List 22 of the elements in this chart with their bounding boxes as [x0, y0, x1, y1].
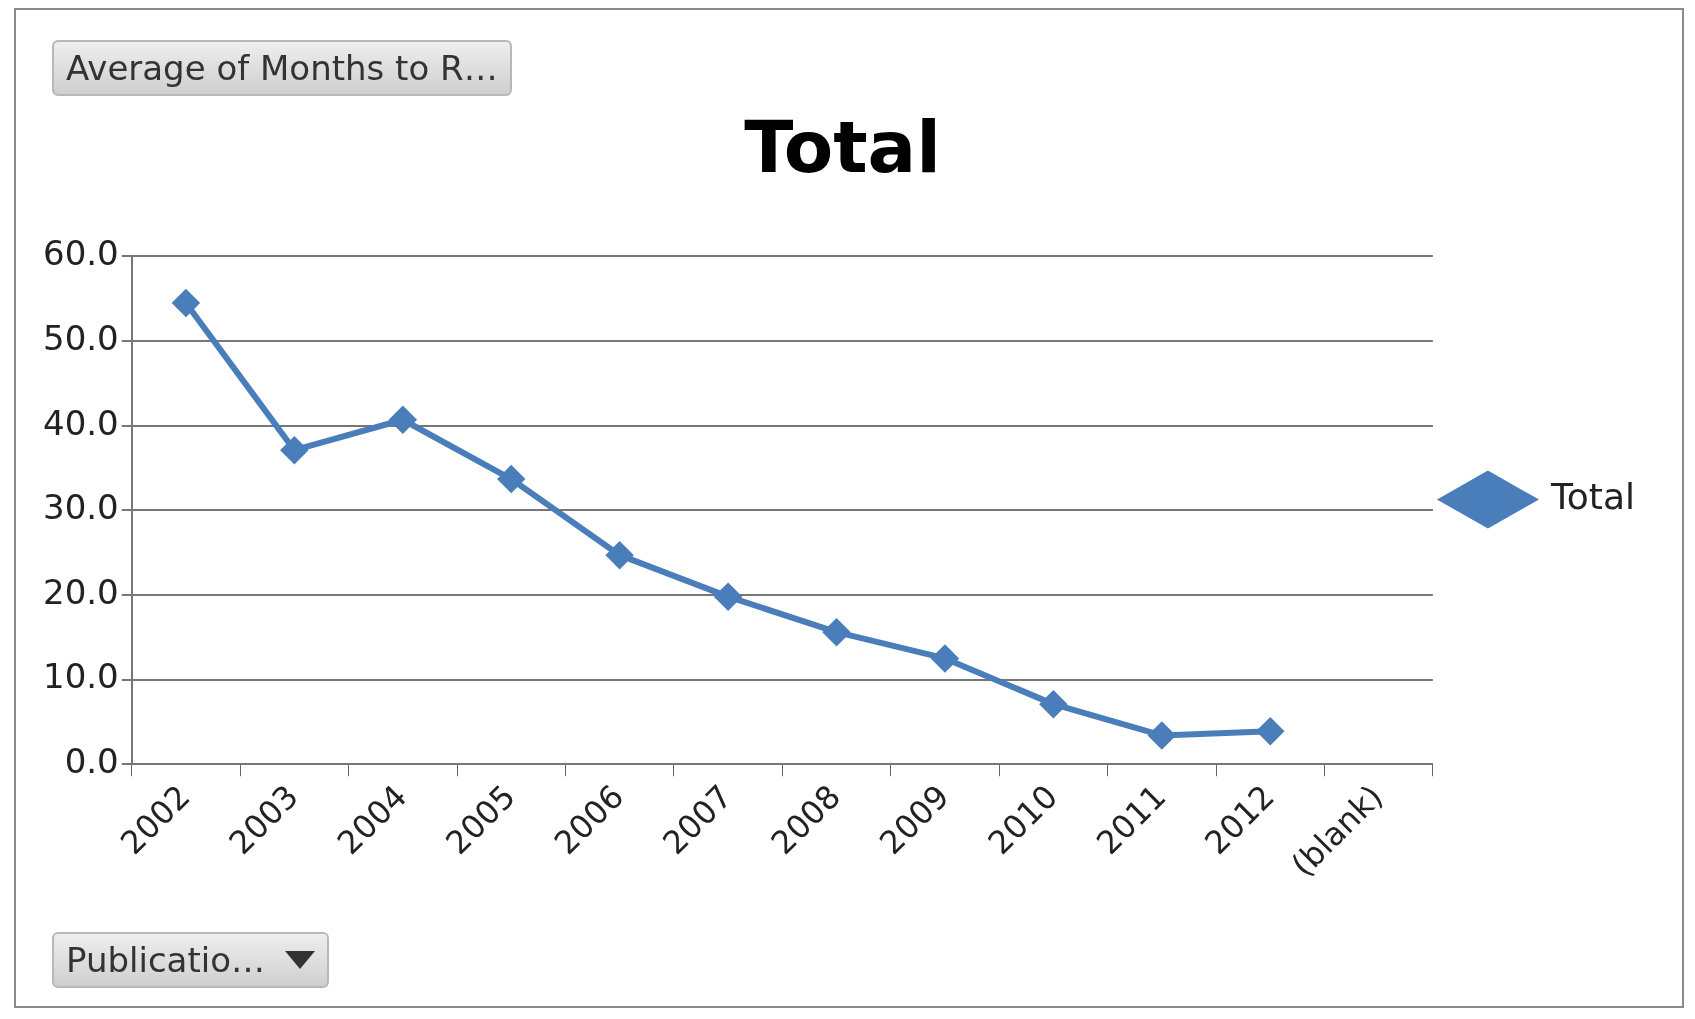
y-tick-label: 60.0	[43, 233, 119, 274]
point	[931, 645, 958, 672]
y-tick-label: 0.0	[64, 741, 119, 782]
y-tick-label: 50.0	[43, 317, 119, 358]
text: Average of Months to R…	[66, 48, 498, 88]
point	[1148, 722, 1175, 749]
chart-title: Total	[744, 104, 941, 189]
y-tick-label: 20.0	[43, 571, 119, 612]
point	[172, 289, 199, 316]
point	[715, 583, 742, 610]
y-tick-label: 10.0	[43, 656, 119, 697]
point	[823, 619, 850, 646]
point	[281, 437, 308, 464]
point	[498, 466, 525, 492]
point	[606, 542, 633, 569]
point	[389, 406, 416, 433]
legend-label: Total	[1549, 475, 1635, 517]
y-tick-label: 40.0	[43, 402, 119, 443]
y-tick-label: 30.0	[43, 487, 119, 528]
text: Publicatio…	[66, 940, 266, 980]
point	[1040, 691, 1067, 718]
point	[1257, 718, 1284, 745]
